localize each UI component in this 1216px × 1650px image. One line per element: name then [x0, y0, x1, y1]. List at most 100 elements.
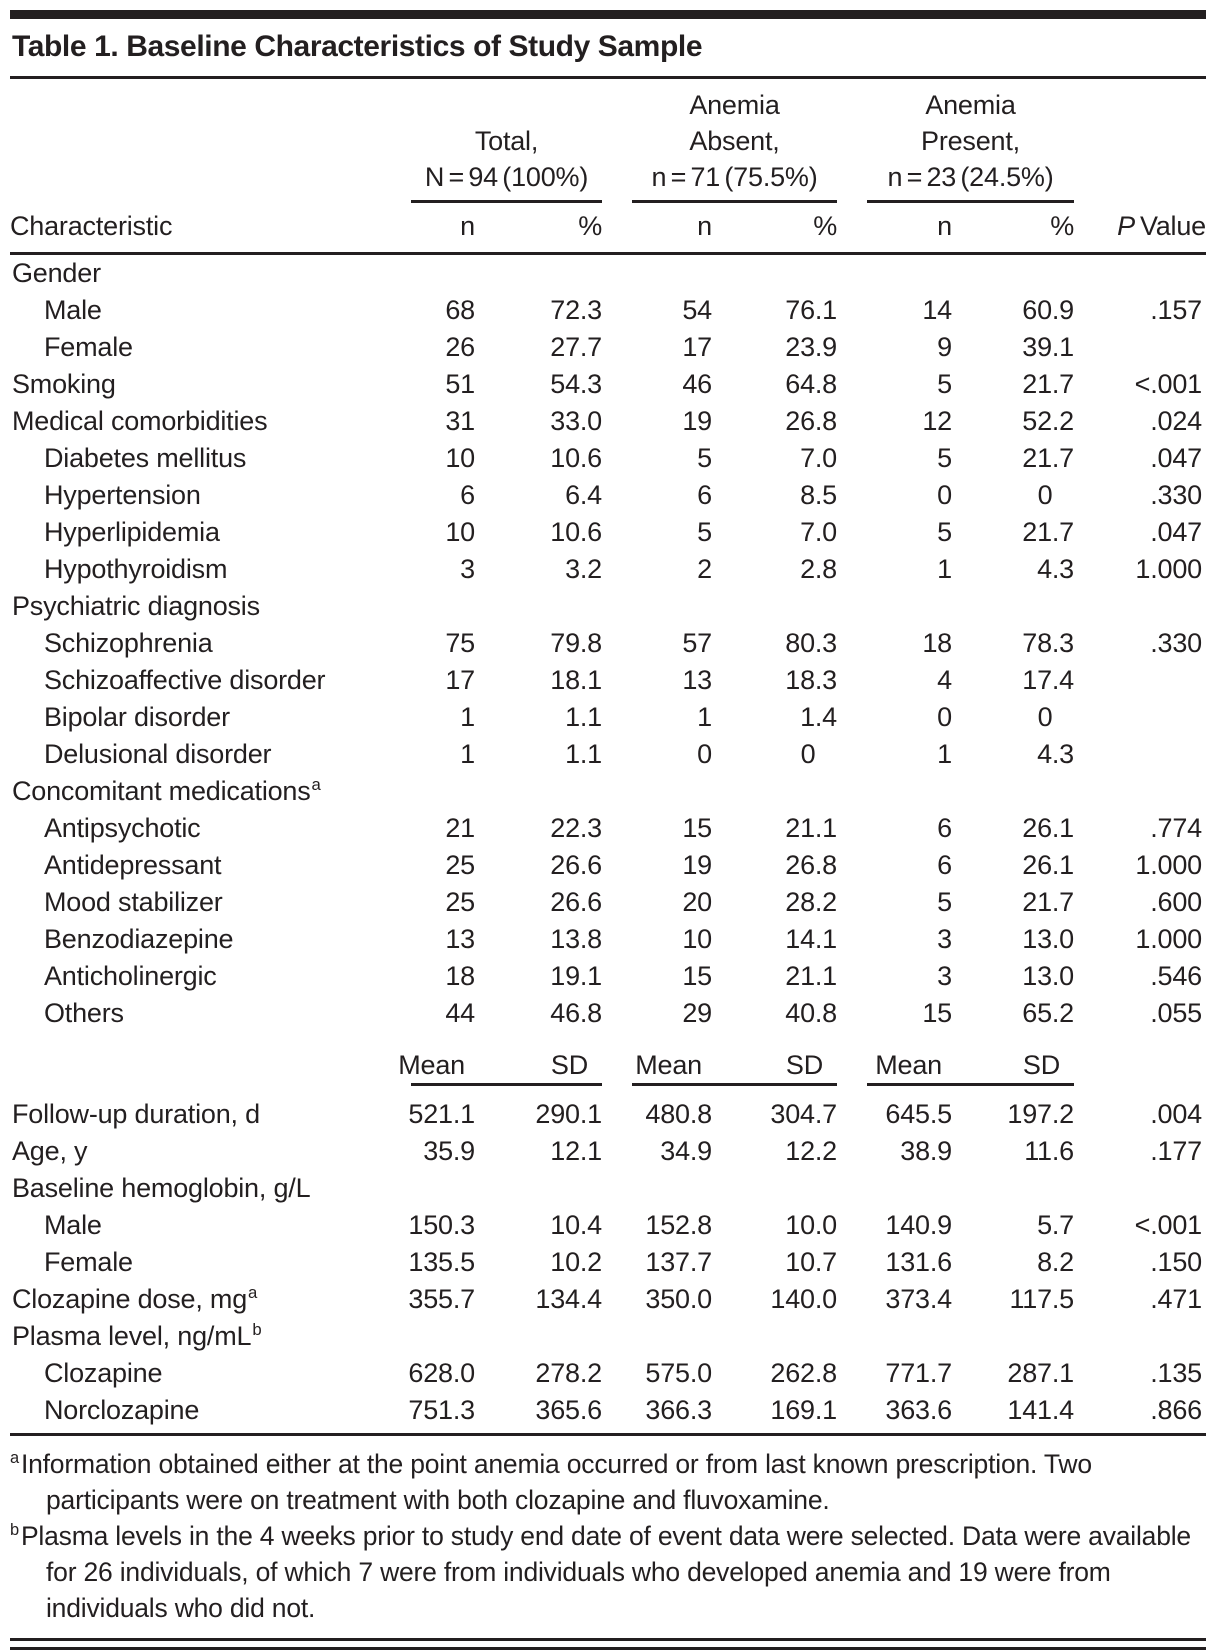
cell-p-value: [1074, 699, 1206, 736]
row-label: Bipolar disorder: [44, 702, 230, 732]
cell-value: 25: [445, 850, 475, 880]
cell-value: 10.4: [550, 1210, 602, 1240]
cell-value: 5: [697, 517, 712, 547]
cell-value: [475, 254, 602, 293]
cell-value: 350.0: [645, 1284, 712, 1314]
row-label: Male: [44, 1210, 102, 1240]
absent-n-header: n: [602, 203, 712, 255]
cell-value: 141.4: [1007, 1395, 1074, 1425]
cell-value: 290.1: [535, 1099, 602, 1129]
cell-value: 1: [937, 739, 952, 769]
cell-p-value: <.001: [1134, 369, 1203, 399]
cell-value: 31: [445, 406, 475, 436]
cell-value: 76.1: [785, 295, 837, 325]
cell-p-value: .157: [1150, 295, 1202, 325]
cell-value: 38.9: [900, 1136, 952, 1166]
cell-value: 34.9: [660, 1136, 712, 1166]
footnote-marker: b: [252, 1320, 262, 1339]
table-row: Follow-up duration, d 521.1 290.1 480.8 304.…: [10, 1096, 1206, 1133]
cell-value: 10.0: [785, 1210, 837, 1240]
cell-value: 3: [937, 961, 952, 991]
cell-value: 197.2: [1007, 1099, 1074, 1129]
bottom-double-rule: [10, 1638, 1206, 1650]
cell-value: 11.6: [1024, 1136, 1074, 1166]
table-row: Male 68 72.3 54 76.1 14 60.9 .157: [10, 292, 1206, 329]
cell-value: 134.4: [535, 1284, 602, 1314]
cell-p-value: .055: [1150, 998, 1202, 1028]
cell-value: 0: [1037, 480, 1053, 510]
cell-value: 8.2: [1037, 1247, 1074, 1277]
cell-value: 20: [682, 887, 712, 917]
row-label: Age, y: [12, 1136, 88, 1166]
cell-value: 60.9: [1022, 295, 1074, 325]
cell-value: [952, 588, 1074, 625]
cell-p-value: [1074, 588, 1206, 625]
table-row: Diabetes mellitus 10 10.6 5 7.0 5 21.7 .047: [10, 440, 1206, 477]
cell-p-value: .004: [1150, 1099, 1202, 1129]
cell-value: [837, 773, 952, 810]
table-row: Female 135.5 10.2 137.7 10.7 131.6 8.2 .150: [10, 1244, 1206, 1281]
table-row: Delusional disorder 1 1.1 0 0 1 4.3: [10, 736, 1206, 773]
cell-p-value: 1.000: [1135, 554, 1202, 584]
footnote-marker: a: [10, 1449, 19, 1468]
cell-value: 14.1: [785, 924, 837, 954]
cell-value: [395, 254, 475, 293]
table-row: Male 150.3 10.4 152.8 10.0 140.9 5.7 <.001: [10, 1207, 1206, 1244]
cell-p-value: [1074, 662, 1206, 699]
table-row: Smoking 51 54.3 46 64.8 5 21.7 <.001: [10, 366, 1206, 403]
cell-value: [395, 1170, 475, 1207]
cell-value: 645.5: [885, 1099, 952, 1129]
cell-value: 64.8: [785, 369, 837, 399]
cell-value: 117.5: [1009, 1284, 1074, 1314]
table-row: Gender: [10, 254, 1206, 293]
cell-value: 0: [800, 739, 816, 769]
column-group-anemia-present-label: Anemia Present, n = 23 (24.5%): [867, 87, 1074, 203]
cell-value: 13: [682, 665, 712, 695]
cell-value: 0: [937, 702, 952, 732]
cell-value: 21.7: [1022, 517, 1074, 547]
cell-value: 169.1: [770, 1395, 837, 1425]
cell-p-value: <.001: [1134, 1210, 1203, 1240]
cell-value: [602, 254, 712, 293]
present-n-header: n: [837, 203, 952, 255]
cell-value: 10.6: [550, 517, 602, 547]
cell-value: 4: [937, 665, 952, 695]
table-row: Benzodiazepine 13 13.8 10 14.1 3 13.0 1.000: [10, 921, 1206, 958]
row-label: Hyperlipidemia: [44, 517, 220, 547]
cell-value: 26.6: [550, 887, 602, 917]
spanner-rule: [411, 1083, 602, 1086]
title-rule: [10, 76, 1206, 79]
cell-value: 1: [937, 554, 952, 584]
cell-value: [602, 1170, 712, 1207]
row-label: Hypothyroidism: [44, 554, 228, 584]
cell-p-value: 1.000: [1135, 850, 1202, 880]
cell-value: 33.0: [550, 406, 602, 436]
cell-value: 65.2: [1022, 998, 1074, 1028]
row-label: Clozapine: [44, 1358, 163, 1388]
column-group-anemia-absent-label: Anemia Absent, n = 71 (75.5%): [632, 87, 837, 203]
table-row: Mood stabilizer 25 26.6 20 28.2 5 21.7 .600: [10, 884, 1206, 921]
table-row: Psychiatric diagnosis: [10, 588, 1206, 625]
cell-value: 75: [445, 628, 475, 658]
cell-value: 304.7: [770, 1099, 837, 1129]
spanner-rule: [632, 1083, 837, 1086]
row-label: Psychiatric diagnosis: [12, 591, 260, 621]
table-row: Norclozapine 751.3 365.6 366.3 169.1 363.6 141…: [10, 1392, 1206, 1429]
cell-value: 575.0: [645, 1358, 712, 1388]
cell-value: 1: [460, 739, 475, 769]
cell-value: [952, 773, 1074, 810]
column-group-total-label: Total, N = 94 (100%): [411, 123, 602, 203]
cell-value: 78.3: [1022, 628, 1074, 658]
cell-value: 10.7: [785, 1247, 837, 1277]
cell-value: 363.6: [885, 1395, 952, 1425]
cell-value: 15: [682, 813, 712, 843]
cell-value: 21.1: [785, 813, 837, 843]
mean-header: Mean: [398, 1050, 465, 1080]
cell-p-value: [1074, 773, 1206, 810]
cell-value: 19: [682, 850, 712, 880]
cell-value: 6: [697, 480, 712, 510]
cell-value: 18: [922, 628, 952, 658]
cell-value: 28.2: [785, 887, 837, 917]
cell-value: 0: [1037, 702, 1053, 732]
